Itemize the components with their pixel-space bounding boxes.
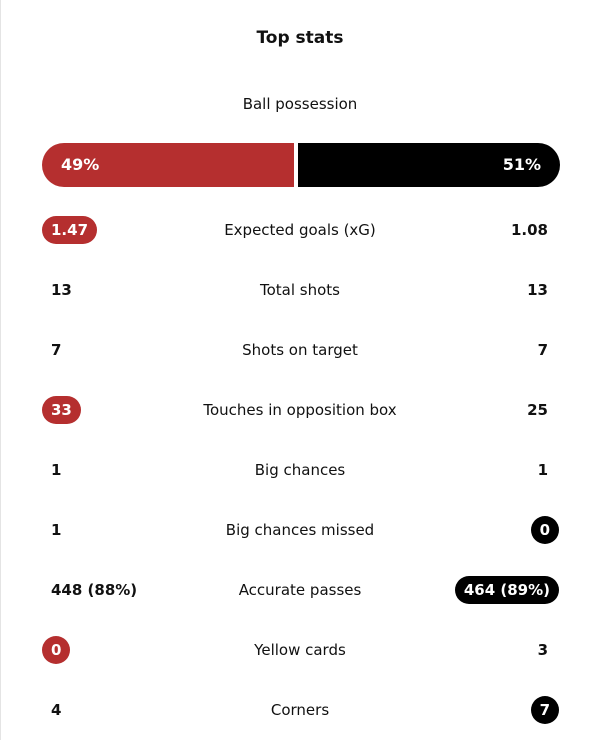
home-value: 4 — [51, 701, 62, 719]
stat-label: Total shots — [260, 281, 340, 299]
home-value: 448 (88%) — [51, 581, 138, 599]
stat-label: Big chances missed — [225, 521, 375, 539]
stat-label: Shots on target — [242, 341, 358, 359]
home-value: 33 — [42, 396, 81, 424]
possession-home: 49% — [42, 143, 294, 187]
away-value: 7 — [537, 341, 548, 359]
away-value: 0 — [530, 516, 559, 544]
away-value: 13 — [527, 281, 548, 299]
possession-away: 51% — [297, 143, 560, 187]
home-value: 1 — [51, 521, 62, 539]
away-value: 1 — [537, 461, 548, 479]
home-value: 1 — [51, 461, 62, 479]
stat-label: Big chances — [254, 461, 346, 479]
stat-label: Accurate passes — [238, 581, 362, 599]
away-value: 1.08 — [510, 221, 548, 239]
stat-label: Expected goals (xG) — [224, 221, 376, 239]
away-value: 25 — [527, 401, 548, 419]
stat-label: Touches in opposition box — [203, 401, 397, 419]
away-value: 464 (89%) — [454, 576, 559, 604]
stat-label: Corners — [270, 701, 330, 719]
away-value: 7 — [530, 696, 559, 724]
home-value: 7 — [51, 341, 62, 359]
home-value: 1.47 — [42, 216, 98, 244]
possession-label: Ball possession — [242, 95, 358, 113]
away-value: 3 — [537, 641, 548, 659]
home-value: 0 — [42, 636, 71, 664]
stat-label: Yellow cards — [254, 641, 346, 659]
home-value: 13 — [51, 281, 72, 299]
title: Top stats — [256, 28, 344, 48]
